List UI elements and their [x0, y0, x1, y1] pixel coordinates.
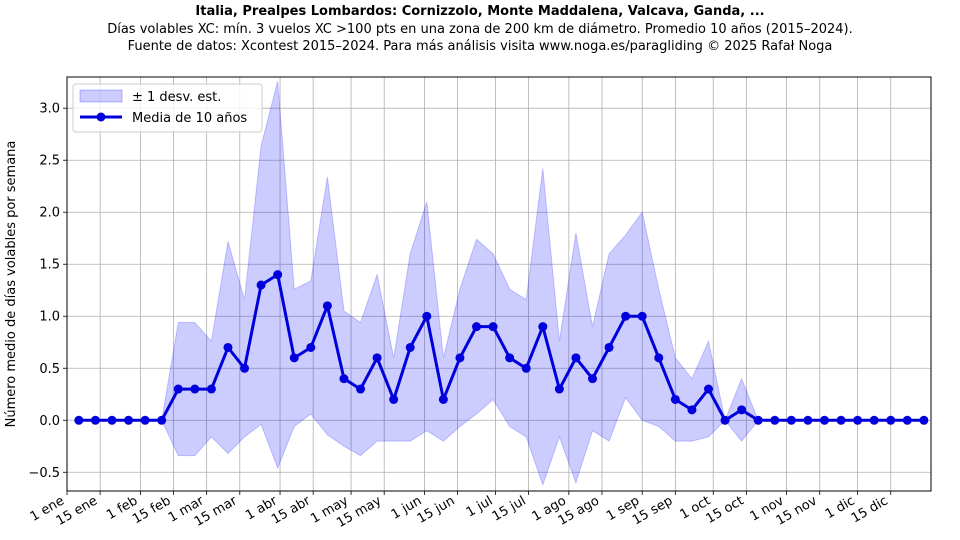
x-tick-label: 15 dic	[849, 493, 891, 526]
legend-line-label: Media de 10 años	[132, 111, 247, 126]
chart-subtitle-2: Fuente de datos: Xcontest 2015–2024. Par…	[127, 39, 833, 54]
mean-point	[919, 415, 929, 425]
legend-line-marker	[96, 112, 106, 122]
mean-point	[554, 384, 564, 394]
mean-line	[78, 273, 924, 422]
mean-point	[90, 415, 100, 425]
legend-band-label: ± 1 desv. est.	[132, 90, 221, 105]
mean-point	[140, 415, 150, 425]
mean-point	[703, 384, 713, 394]
mean-point	[389, 394, 399, 404]
mean-point	[157, 415, 167, 425]
mean-point	[223, 342, 233, 352]
mean-point	[488, 322, 498, 332]
mean-point	[372, 353, 382, 363]
mean-point	[588, 374, 598, 384]
mean-point	[438, 394, 448, 404]
mean-point	[753, 415, 763, 425]
mean-point	[289, 353, 299, 363]
mean-point	[505, 353, 515, 363]
mean-point	[74, 415, 84, 425]
mean-point	[836, 415, 846, 425]
mean-point	[124, 415, 134, 425]
mean-point	[621, 311, 631, 321]
x-tick-label: 15 oct	[703, 493, 746, 526]
mean-point	[670, 394, 680, 404]
legend-band-swatch	[79, 89, 123, 103]
mean-point	[240, 363, 250, 373]
legend-box	[72, 83, 263, 133]
mean-point	[190, 384, 200, 394]
chart-subtitle-1: Días volables XC: mín. 3 vuelos XC >100 …	[107, 22, 853, 37]
y-tick-label: 2.5	[39, 154, 60, 169]
mean-point	[720, 415, 730, 425]
y-tick-label: 0.5	[39, 362, 60, 377]
mean-point	[902, 415, 912, 425]
mean-point	[273, 270, 283, 280]
mean-point	[803, 415, 813, 425]
y-axis-label: Número medio de días volables por semana	[4, 141, 19, 428]
x-tick-label: 15 feb	[130, 493, 173, 527]
x-tick-label: 15 jun	[415, 493, 458, 526]
mean-point	[206, 384, 216, 394]
mean-point	[356, 384, 366, 394]
y-axis: −0.5 0.0 0.5 1.0 1.5 2.0 2.5 3.0	[28, 102, 67, 481]
y-tick-label: −0.5	[28, 466, 60, 481]
plot-frame	[66, 76, 932, 492]
mean-point	[637, 311, 647, 321]
mean-point	[322, 301, 332, 311]
mean-point	[405, 342, 415, 352]
x-tick-label: 15 jul	[490, 493, 529, 524]
mean-point	[472, 322, 482, 332]
std-dev-band	[78, 81, 924, 487]
y-tick-label: 1.0	[39, 310, 60, 325]
mean-points	[74, 270, 929, 425]
x-tick-label: 15 abr	[269, 493, 314, 527]
chart-title: Italia, Prealpes Lombardos: Cornizzolo, …	[195, 4, 765, 19]
mean-point	[256, 280, 266, 290]
y-tick-label: 1.5	[39, 258, 60, 273]
legend: ± 1 desv. est. Media de 10 años	[72, 83, 263, 133]
mean-point	[737, 405, 747, 415]
y-tick-label: 3.0	[39, 102, 60, 117]
mean-point	[819, 415, 829, 425]
mean-point	[869, 415, 879, 425]
mean-point	[604, 342, 614, 352]
x-tick-label: 1 jul	[464, 493, 496, 520]
mean-point	[886, 415, 896, 425]
y-tick-label: 0.0	[39, 414, 60, 429]
mean-point	[339, 374, 349, 384]
mean-point	[538, 322, 548, 332]
y-tick-label: 2.0	[39, 206, 60, 221]
mean-point	[107, 415, 117, 425]
mean-point	[521, 363, 531, 373]
mean-point	[853, 415, 863, 425]
mean-point	[422, 311, 432, 321]
mean-point	[173, 384, 183, 394]
mean-point	[455, 353, 465, 363]
mean-point	[786, 415, 796, 425]
mean-point	[571, 353, 581, 363]
mean-point	[687, 405, 697, 415]
mean-point	[306, 342, 316, 352]
mean-point	[654, 353, 664, 363]
mean-point	[770, 415, 780, 425]
